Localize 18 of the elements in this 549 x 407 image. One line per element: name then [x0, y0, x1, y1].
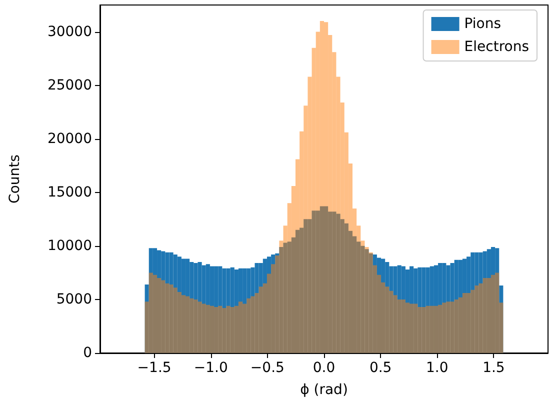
- x-tick-label: −1.0: [194, 360, 228, 376]
- x-tick-label: 0.0: [312, 360, 336, 376]
- y-tick-label: 15000: [47, 184, 92, 200]
- y-axis-title: Counts: [7, 154, 23, 204]
- x-tick-label: 1.5: [482, 360, 505, 376]
- x-axis-title: ϕ (rad): [300, 382, 348, 398]
- x-tick-label: 0.5: [369, 360, 392, 376]
- x-tick-label: 1.0: [426, 360, 448, 376]
- legend-label: Pions: [464, 16, 502, 32]
- legend-label: Electrons: [464, 39, 530, 55]
- x-tick-label: −0.5: [250, 360, 284, 376]
- y-tick-label: 5000: [56, 291, 92, 308]
- y-tick-label: 10000: [47, 238, 92, 254]
- y-tick-label: 25000: [47, 77, 92, 94]
- y-tick-label: 20000: [47, 130, 92, 147]
- x-tick-label: −1.5: [137, 360, 172, 376]
- y-tick-label: 30000: [47, 24, 92, 40]
- y-tick-label: 0: [83, 345, 92, 361]
